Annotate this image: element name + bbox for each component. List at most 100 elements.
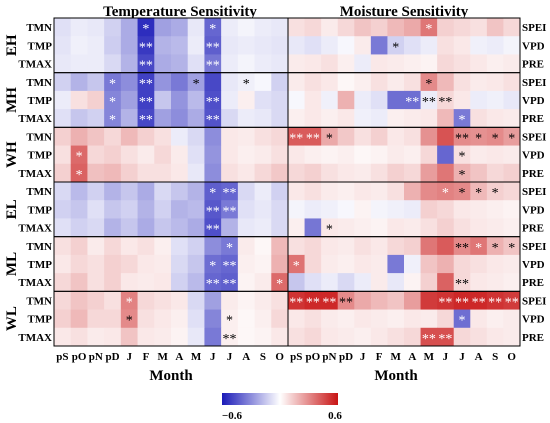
heatmap-cell [204,327,222,347]
heatmap-cell [420,273,438,292]
heatmap-cell [237,200,255,219]
heatmap-cell [254,182,272,201]
heatmap-cell [486,54,504,74]
heatmap-cell [54,54,72,74]
heatmap-cell [54,254,72,274]
heatmap-cell [404,218,421,238]
heatmap-cell [321,273,339,292]
heatmap-cell [337,72,355,92]
heatmap-cell [420,72,438,92]
heatmap-cell [221,291,239,310]
heatmap-cell [304,72,322,92]
month-tick-label: O [507,351,516,363]
heatmap-cell [420,109,438,128]
heatmap-cell [254,273,272,292]
heatmap-cell [404,145,421,165]
heatmap-cell [187,273,205,292]
moisture-row-label: VPD [522,314,545,326]
month-tick-label: M [157,351,168,363]
heatmap-cell [321,291,339,310]
colorbar-min-label: −0.6 [222,410,243,422]
heatmap-cell [354,109,372,128]
moisture-row-label: SPEI [522,186,546,198]
heatmap-cell [453,72,471,92]
heatmap-cell [271,200,289,219]
heatmap-cell [321,72,339,92]
significance-marker: ** [206,223,220,238]
heatmap-cell [204,72,222,92]
heatmap-cell [453,291,471,310]
temperature-row-label: TMAX [18,168,52,180]
heatmap-cell [470,127,488,146]
heatmap-cell [171,327,189,347]
heatmap-cell [271,327,289,347]
heatmap-cell [304,254,322,274]
heatmap-cell [137,218,155,238]
month-tick-label: pD [105,351,119,363]
month-tick-label: pN [89,351,103,363]
heatmap-cell [187,36,205,55]
heatmap-cell [87,18,105,37]
heatmap-cell [437,36,455,55]
heatmap-cell [221,72,239,92]
heatmap-cell [288,90,305,110]
heatmap-cell [321,90,339,110]
heatmap-cell [486,273,504,292]
heatmap-cell [370,145,388,165]
heatmap-cell [387,145,405,165]
heatmap-cell [370,36,388,55]
month-tick-label: A [175,351,183,363]
heatmap-cell [221,54,239,74]
heatmap-cell [354,309,372,329]
heatmap-cell [288,273,305,292]
heatmap-cell [370,109,388,128]
heatmap-cell [87,218,105,238]
significance-marker: * [276,277,283,292]
heatmap-cell [354,327,372,347]
heatmap-cell [288,72,305,92]
heatmap-cell [288,327,305,347]
heatmap-cell [321,36,339,55]
heatmap-cell [104,309,122,329]
heatmap-cell [70,145,88,165]
heatmap-cell [187,254,205,274]
heatmap-cell [370,127,388,146]
heatmap-cell [54,90,72,110]
heatmap-cell [453,36,471,55]
heatmap-cell [337,90,355,110]
heatmap-cell [321,127,339,146]
significance-marker: ** [405,95,419,110]
heatmap-cell [271,291,289,310]
heatmap-cell [137,254,155,274]
month-tick-label: pD [339,351,353,363]
moisture-row-label: PRE [522,113,544,125]
heatmap-cell [337,145,355,165]
heatmap-cell [387,236,405,256]
temperature-row-label: TMP [28,150,53,162]
heatmap-cell [503,163,521,183]
moisture-row-label: PRE [522,168,544,180]
heatmap-cell [437,273,455,292]
heatmap-cell [70,18,88,37]
panel-frames [53,17,521,347]
significance-marker: ** [139,40,153,55]
heatmap-cell [370,18,388,37]
heatmap-cell [304,127,322,146]
heatmap-cell [437,236,455,256]
heatmap-cell [337,163,355,183]
heatmap-cell [387,182,405,201]
heatmap-cell [137,109,155,128]
heatmap-cell [387,36,405,55]
heatmap-cell [120,127,138,146]
month-tick-label: J [459,351,465,363]
heatmap-cell [370,182,388,201]
heatmap-cell [321,218,339,238]
heatmap-cell [271,236,289,256]
heatmap-cell [221,36,239,55]
significance-marker: * [475,241,482,256]
significance-marker: * [492,131,499,146]
heatmap-cell [54,236,72,256]
heatmap-cell [437,218,455,238]
